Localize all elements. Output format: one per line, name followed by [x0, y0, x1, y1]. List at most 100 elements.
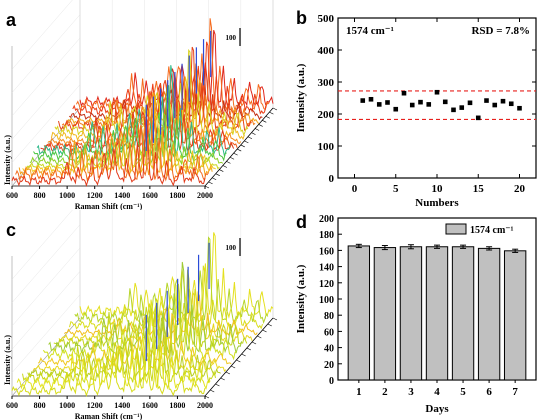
y-tick-label: 20 — [324, 360, 334, 371]
x-axis-label: Days — [425, 403, 449, 415]
depth-tick — [237, 148, 242, 152]
grid-line — [11, 271, 81, 350]
y-tick-label: 400 — [318, 45, 335, 57]
depth-tick — [219, 169, 224, 172]
spectrum-line — [42, 283, 237, 361]
depth-tick — [212, 177, 217, 181]
panel-c: 600 800 1000 1200 1400 1600 1800 2000 Raman Shif… — [0, 210, 278, 420]
y-tick-label: 40 — [324, 344, 334, 355]
x-axis-label: Raman Shift (cm⁻¹) — [75, 412, 143, 420]
depth-tick — [231, 365, 236, 369]
y-axis-label: Intensity (a.u.) — [3, 135, 12, 185]
waterfall-chart-a: 600 800 1000 1200 1400 1600 1800 2000 Raman Shif… — [3, 0, 278, 210]
depth-tick — [233, 152, 238, 156]
bar — [425, 246, 449, 381]
grid-line — [11, 210, 73, 280]
x-tick-label: 800 — [34, 401, 46, 410]
y-tick-label: 300 — [318, 77, 335, 89]
depth-tick — [241, 353, 246, 357]
y-tick-label: 0 — [329, 173, 335, 185]
y-tick-label: 60 — [324, 327, 334, 338]
spectrum-line — [27, 317, 221, 379]
data-point — [409, 102, 415, 108]
depth-tick — [215, 173, 220, 176]
depth-tick — [204, 185, 210, 189]
data-point — [500, 98, 506, 104]
x-tick-label: 600 — [6, 191, 18, 200]
depth-tick — [204, 395, 210, 399]
spectrum-line — [11, 331, 206, 397]
x-tick-label: 5 — [393, 183, 399, 195]
x-tick-label: 2 — [382, 386, 388, 398]
grid-line — [11, 247, 81, 327]
data-point — [492, 102, 498, 108]
data-point — [459, 105, 465, 110]
data-point — [368, 96, 374, 102]
x-tick-label: 800 — [34, 191, 46, 200]
depth-tick — [272, 107, 278, 111]
depth-tick — [262, 329, 267, 333]
depth-tick — [267, 323, 272, 327]
data-point — [451, 107, 456, 113]
x-tick-label: 1000 — [59, 401, 75, 410]
depth-tick — [269, 111, 274, 115]
x-tick-label: 4 — [434, 386, 440, 398]
panel-label-d: d — [296, 212, 307, 232]
spectrum-line — [11, 121, 206, 187]
axis-box — [11, 210, 274, 397]
y-tick-label: 140 — [319, 263, 334, 274]
data-point — [418, 99, 423, 105]
data-point — [508, 101, 514, 107]
panel-label: a — [6, 10, 17, 30]
data-point — [360, 98, 366, 103]
x-tick-label: 7 — [512, 386, 518, 398]
data-point — [467, 100, 473, 106]
depth-axis-left — [11, 317, 81, 397]
x-axis-label: Raman Shift (cm⁻¹) — [75, 202, 143, 210]
depth-tick — [262, 120, 267, 123]
depth-tick — [208, 181, 213, 185]
y-axis-label: Intensity (a.u.) — [295, 63, 307, 132]
depth-tick — [258, 124, 263, 127]
grid-line — [11, 37, 81, 117]
spectrum-line — [32, 327, 227, 373]
depth-tick — [254, 128, 260, 131]
x-tick-label: 600 — [6, 401, 18, 410]
x-tick-label: 1800 — [169, 191, 185, 200]
x-tick-label: 6 — [486, 386, 492, 398]
x-tick-label: 1800 — [169, 401, 185, 410]
grid-line — [11, 14, 81, 93]
depth-tick — [272, 317, 278, 321]
scale-bar-label: 100 — [226, 244, 237, 252]
depth-tick — [210, 389, 215, 393]
data-point — [393, 106, 399, 112]
depth-tick — [244, 140, 249, 144]
x-tick-label: 1400 — [114, 401, 130, 410]
scatter-chart-b: b 0 100 200 300 400 500 0 5 10 15 20 1574 cm⁻¹ RSD = … — [295, 8, 537, 209]
bar-chart-d: d 0 20 40 60 80 100 120 140 160 180 200 1 2 3 4 5 6 7 1574 … — [295, 212, 537, 415]
scale-bar-label: 100 — [226, 34, 237, 42]
x-tick-label: 10 — [432, 183, 444, 195]
depth-tick — [220, 377, 225, 381]
y-tick-label: 180 — [319, 230, 334, 241]
depth-tick — [265, 115, 270, 119]
y-tick-label: 80 — [324, 311, 334, 322]
x-tick-label: 20 — [514, 183, 526, 195]
data-point — [401, 90, 407, 96]
panel-b: b 0 100 200 300 400 500 0 5 10 15 20 1574 cm⁻¹ RSD = … — [278, 0, 550, 210]
legend-label: 1574 cm⁻¹ — [470, 225, 514, 236]
y-tick-label: 200 — [318, 109, 335, 121]
y-axis-label: Intensity (a.u.) — [3, 335, 12, 385]
grid-line — [11, 294, 81, 373]
depth-axis-right — [204, 317, 274, 397]
x-tick-label: 1200 — [87, 401, 103, 410]
spectrum-line — [22, 298, 216, 385]
x-axis-label: Numbers — [415, 197, 459, 209]
depth-tick — [240, 144, 245, 148]
data-point — [442, 99, 448, 105]
y-tick-label: 200 — [319, 214, 334, 225]
axis-box — [11, 0, 274, 187]
depth-tick — [225, 371, 231, 375]
data-point — [434, 89, 440, 95]
bar — [503, 250, 527, 381]
